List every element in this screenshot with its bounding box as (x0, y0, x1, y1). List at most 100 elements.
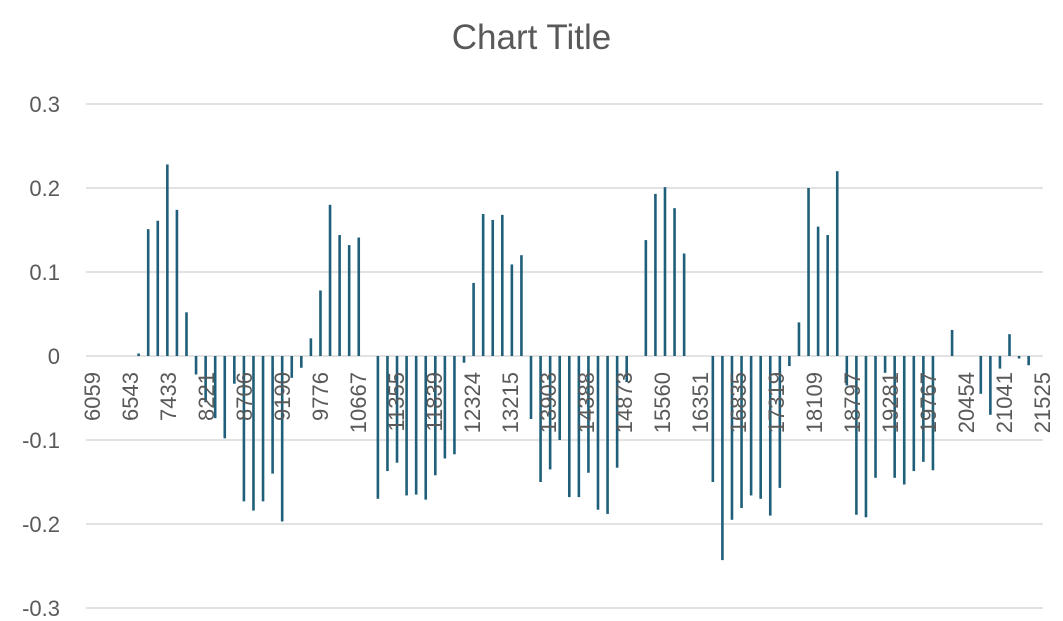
bar (797, 322, 801, 356)
bar (922, 356, 925, 462)
bar (855, 356, 858, 515)
bar (386, 356, 389, 472)
bar (204, 356, 207, 403)
bar (912, 356, 916, 472)
bar (328, 204, 332, 356)
y-tick-label: 0.1 (29, 260, 60, 285)
x-tick-label: 14873 (612, 372, 637, 433)
bar (185, 312, 188, 356)
bar (194, 356, 198, 375)
bar (376, 356, 380, 499)
x-tick-label: 17319 (764, 372, 789, 433)
bar (347, 245, 351, 356)
x-tick-label: 6543 (118, 372, 143, 421)
bar (558, 356, 562, 440)
x-tick-label: 6059 (80, 372, 105, 421)
bar (606, 356, 609, 514)
bar (405, 356, 408, 496)
bar (453, 356, 456, 455)
bar (156, 220, 160, 356)
bar (644, 240, 648, 356)
bar-series (137, 164, 1030, 561)
bar (500, 214, 504, 356)
bar (539, 356, 542, 482)
bar (835, 171, 839, 356)
bar (213, 356, 217, 419)
x-tick-label: 21525 (1030, 372, 1055, 433)
bar (548, 356, 552, 470)
y-tick-label: 0 (48, 344, 60, 369)
y-tick-label: -0.2 (22, 512, 60, 537)
x-tick-label: 19767 (916, 372, 941, 433)
bar (434, 356, 437, 476)
x-tick-label: 14388 (574, 372, 599, 433)
bar (577, 356, 581, 498)
bar (759, 356, 762, 499)
bar (864, 356, 868, 518)
bar (587, 356, 590, 473)
bar (338, 235, 341, 356)
bar (902, 356, 906, 485)
bar (654, 193, 657, 356)
bar (1017, 356, 1021, 359)
bar (462, 356, 466, 363)
x-tick-label: 8221 (194, 372, 219, 421)
y-axis-ticks: -0.3 -0.2 -0.1 0 0.1 0.2 0.3 (22, 92, 60, 621)
bar (520, 255, 523, 356)
bar (424, 356, 428, 500)
bar (749, 356, 753, 496)
bar (883, 356, 887, 373)
x-tick-label: 8706 (232, 372, 257, 421)
bar (300, 356, 303, 368)
bar (491, 219, 495, 356)
y-tick-label: 0.3 (29, 92, 60, 117)
bar (596, 356, 600, 510)
bar (874, 356, 877, 478)
bar (931, 356, 935, 471)
bar (893, 356, 896, 478)
x-tick-label: 11839 (422, 372, 447, 432)
x-tick-label: 13903 (536, 372, 561, 433)
bar (271, 356, 274, 474)
bar (567, 356, 571, 498)
bar (233, 356, 236, 384)
x-tick-label: 7433 (156, 372, 181, 421)
bar (989, 356, 992, 415)
bar (625, 356, 629, 383)
bar (414, 356, 418, 495)
x-axis-ticks: 6059 6543 7433 8221 8706 9190 9776 10667 11355 11… (80, 372, 1055, 433)
bar (950, 329, 954, 356)
bar (529, 356, 533, 419)
bar (472, 282, 475, 356)
x-tick-label: 11355 (384, 372, 409, 432)
bar (740, 356, 743, 509)
bar (778, 356, 782, 488)
bar (673, 208, 676, 356)
bar (768, 356, 772, 516)
x-tick-label: 19281 (878, 372, 903, 433)
x-tick-label: 16351 (688, 372, 713, 433)
bar (261, 356, 265, 502)
x-tick-label: 21041 (992, 372, 1017, 433)
bar (845, 356, 849, 386)
bar (807, 188, 810, 356)
bar (146, 229, 150, 356)
bar (510, 264, 514, 356)
bar (280, 356, 284, 522)
x-tick-label: 15560 (650, 372, 675, 433)
bar (711, 356, 715, 482)
bar (998, 356, 1002, 369)
x-tick-label: 13215 (498, 372, 523, 433)
x-tick-label: 18109 (802, 372, 827, 433)
bar (682, 253, 686, 356)
bar (721, 356, 724, 561)
bar (223, 356, 227, 439)
x-tick-label: 10667 (346, 372, 371, 433)
x-tick-label: 9190 (270, 372, 295, 421)
bar (443, 356, 447, 459)
y-tick-label: -0.3 (22, 596, 60, 621)
bar (166, 164, 169, 356)
bar (816, 226, 820, 356)
bar (309, 338, 313, 356)
